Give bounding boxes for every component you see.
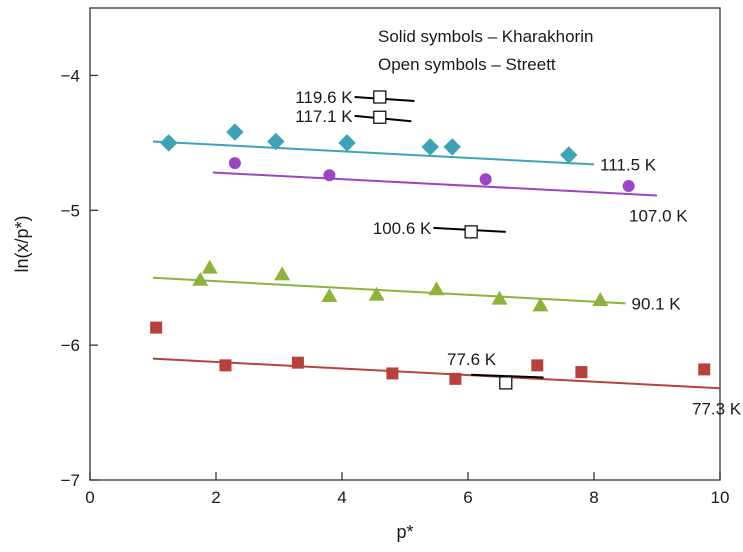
- data-point: [338, 134, 356, 152]
- fit-line: [471, 373, 544, 379]
- data-point: [192, 271, 209, 286]
- data-point: [532, 297, 549, 312]
- data-point: [386, 367, 399, 380]
- data-point: [449, 372, 462, 385]
- data-point: [373, 90, 387, 104]
- series-label: 117.1 K: [295, 107, 353, 126]
- data-point: [150, 321, 163, 334]
- x-axis-label: p*: [396, 522, 413, 542]
- x-tick-label: 2: [211, 488, 220, 507]
- data-point: [464, 225, 478, 239]
- axis-ticks: 0 2 4 6 8 10 −7 −6 −5 −4: [61, 66, 730, 507]
- data-point: [368, 286, 385, 301]
- series-label: 111.5 K: [600, 155, 657, 174]
- data-point: [421, 138, 439, 156]
- data-point: [373, 110, 387, 124]
- data-point: [443, 138, 461, 156]
- data-point: [219, 359, 232, 372]
- y-tick-label: −6: [61, 336, 80, 355]
- x-tick-label: 6: [463, 488, 472, 507]
- data-point: [267, 132, 285, 151]
- series-label: 90.1 K: [632, 294, 682, 313]
- data-point: [479, 173, 492, 186]
- fit-line: [152, 276, 626, 305]
- x-tick-label: 10: [711, 488, 730, 507]
- data-point: [160, 134, 178, 152]
- fit-line: [212, 171, 658, 197]
- data-point: [226, 123, 244, 141]
- data-markers: [150, 90, 711, 390]
- data-point: [321, 288, 338, 302]
- x-tick-label: 4: [337, 488, 346, 507]
- data-point: [201, 259, 218, 274]
- y-tick-label: −4: [61, 66, 80, 85]
- data-point: [228, 157, 241, 170]
- plot-frame: [89, 7, 721, 481]
- data-point: [323, 169, 336, 182]
- data-point: [291, 356, 304, 369]
- data-point: [274, 266, 291, 281]
- data-point: [592, 292, 609, 307]
- series-label: 77.3 K: [692, 399, 742, 418]
- x-tick-label: 8: [589, 488, 598, 507]
- series-label: 100.6 K: [373, 219, 432, 238]
- x-tick-label: 0: [85, 488, 94, 507]
- data-point: [499, 376, 513, 390]
- fit-line: [152, 357, 721, 390]
- fit-lines: [152, 96, 721, 390]
- data-point: [575, 366, 588, 379]
- y-axis-label: ln(x/p*): [12, 215, 32, 272]
- series-label: 107.0 K: [629, 206, 688, 225]
- series-label: 119.6 K: [295, 88, 353, 107]
- data-point: [428, 281, 445, 296]
- y-tick-label: −5: [61, 201, 80, 220]
- data-point: [491, 290, 508, 305]
- data-point: [622, 180, 635, 193]
- series-label: 77.6 K: [447, 350, 497, 369]
- data-point: [698, 363, 711, 376]
- annotation-solid-symbols: Solid symbols – Kharakhorin: [378, 27, 593, 46]
- annotation-open-symbols: Open symbols – Streett: [378, 55, 556, 74]
- data-point: [531, 359, 544, 372]
- data-point: [560, 146, 578, 164]
- y-tick-label: −7: [61, 471, 80, 490]
- fit-line: [152, 140, 595, 166]
